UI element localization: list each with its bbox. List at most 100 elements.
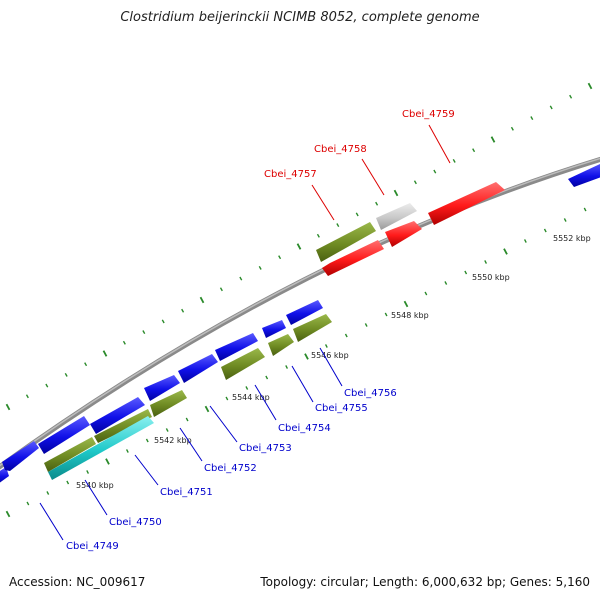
leader-line xyxy=(254,384,277,421)
scale-tick xyxy=(304,353,309,360)
gene-arrow[interactable] xyxy=(322,240,384,276)
scale-tick xyxy=(102,350,108,357)
gene-arrow[interactable] xyxy=(262,320,286,338)
reverse-strand-genes xyxy=(44,222,376,472)
gene-label[interactable]: Cbei_4750 xyxy=(109,517,162,528)
gene-arrow[interactable] xyxy=(38,416,90,454)
scale-tick xyxy=(285,365,289,369)
gene-arrow[interactable] xyxy=(44,437,96,472)
gene-label[interactable]: Cbei_4749 xyxy=(66,541,119,552)
scale-tick xyxy=(316,233,320,238)
scale-tick xyxy=(105,458,110,465)
scale-tick xyxy=(239,276,243,281)
genome-stats: Topology: circular; Length: 6,000,632 bp… xyxy=(260,575,590,589)
scale-tick xyxy=(403,300,409,308)
gene-label[interactable]: Cbei_4754 xyxy=(278,423,331,434)
gene-arrow[interactable] xyxy=(385,221,422,247)
scale-tick xyxy=(145,438,149,443)
gene-arrow[interactable] xyxy=(376,203,417,230)
genome-backbone-highlight xyxy=(0,157,600,467)
scale-tick xyxy=(490,136,496,143)
gene-arrow[interactable] xyxy=(293,314,332,342)
leader-line xyxy=(179,427,203,462)
gene-labels: Cbei_4749 Cbei_4750 Cbei_4751 Cbei_4752 … xyxy=(66,109,455,552)
gene-arrow[interactable] xyxy=(215,333,258,361)
gene-arrow[interactable] xyxy=(94,409,152,443)
scale-label: 5552 kbp xyxy=(553,234,591,243)
gene-label[interactable]: Cbei_4751 xyxy=(160,487,213,498)
gene-arrow[interactable] xyxy=(286,300,323,325)
gene-arrow[interactable] xyxy=(221,348,265,380)
scale-tick xyxy=(296,243,302,250)
gene-label[interactable]: Cbei_4755 xyxy=(315,403,368,414)
scale-tick xyxy=(375,201,379,206)
scale-tick xyxy=(265,375,269,380)
inner-tick-row xyxy=(5,207,587,518)
gene-arrow[interactable] xyxy=(178,354,218,383)
scale-tick xyxy=(66,480,70,485)
rna-feature[interactable] xyxy=(48,416,154,480)
scale-tick xyxy=(472,148,476,153)
gene-label[interactable]: Cbei_4753 xyxy=(239,443,292,454)
gene-arrow[interactable] xyxy=(0,467,9,484)
label-leaders xyxy=(39,124,451,541)
scale-tick xyxy=(46,491,50,495)
scale-tick xyxy=(464,270,468,275)
scale-label: 5550 kbp xyxy=(472,273,510,282)
leader-line xyxy=(428,124,451,164)
scale-tick xyxy=(543,228,547,233)
scale-tick xyxy=(344,333,348,338)
gene-arrow[interactable] xyxy=(568,163,600,187)
gene-arrow[interactable] xyxy=(2,441,39,471)
leader-line xyxy=(311,184,335,221)
gene-arrow[interactable] xyxy=(268,334,294,356)
scale-tick xyxy=(5,510,11,518)
scale-label: 5542 kbp xyxy=(154,436,192,445)
scale-tick xyxy=(444,281,448,285)
scale-tick xyxy=(245,386,249,390)
scale-tick xyxy=(549,105,553,110)
leader-line xyxy=(319,347,343,387)
scale-tick xyxy=(355,212,359,217)
scale-tick xyxy=(204,405,210,413)
leader-line xyxy=(134,454,159,486)
scale-tick xyxy=(45,383,49,388)
scale-tick xyxy=(26,501,30,506)
scale-tick xyxy=(142,330,146,335)
scale-tick xyxy=(219,287,223,292)
leader-line xyxy=(209,405,238,443)
highlighted-genes xyxy=(322,182,505,276)
scale-label: 5546 kbp xyxy=(311,351,349,360)
gene-arrow[interactable] xyxy=(428,182,505,225)
scale-label: 5540 kbp xyxy=(76,481,114,490)
accession-label: Accession: NC_009617 xyxy=(9,575,146,589)
scale-tick xyxy=(25,394,29,399)
gene-arrow[interactable] xyxy=(316,222,376,262)
gene-arrow[interactable] xyxy=(150,390,187,417)
scale-tick xyxy=(569,94,573,99)
gene-label[interactable]: Cbei_4756 xyxy=(344,388,397,399)
gene-arrow[interactable] xyxy=(144,375,180,401)
gene-label[interactable]: Cbei_4752 xyxy=(204,463,257,474)
scale-tick xyxy=(324,344,328,348)
scale-tick xyxy=(165,428,169,432)
scale-tick xyxy=(199,296,205,304)
scale-tick xyxy=(510,126,514,131)
scale-tick xyxy=(86,470,90,474)
gene-arrow[interactable] xyxy=(90,397,145,434)
gene-label[interactable]: Cbei_4759 xyxy=(402,109,455,120)
gene-label[interactable]: Cbei_4757 xyxy=(264,169,317,180)
scale-labels: 5540 kbp 5542 kbp 5544 kbp 5546 kbp 5548… xyxy=(76,234,591,490)
gene-label[interactable]: Cbei_4758 xyxy=(314,144,367,155)
scale-tick xyxy=(384,312,388,317)
scale-tick xyxy=(278,255,282,260)
scale-tick xyxy=(336,223,340,228)
scale-tick xyxy=(563,218,567,222)
scale-label: 5544 kbp xyxy=(232,393,270,402)
scale-tick xyxy=(484,260,488,264)
scale-tick xyxy=(258,265,262,270)
leader-line xyxy=(361,158,385,196)
scale-tick xyxy=(452,158,456,163)
leader-line xyxy=(39,502,64,541)
